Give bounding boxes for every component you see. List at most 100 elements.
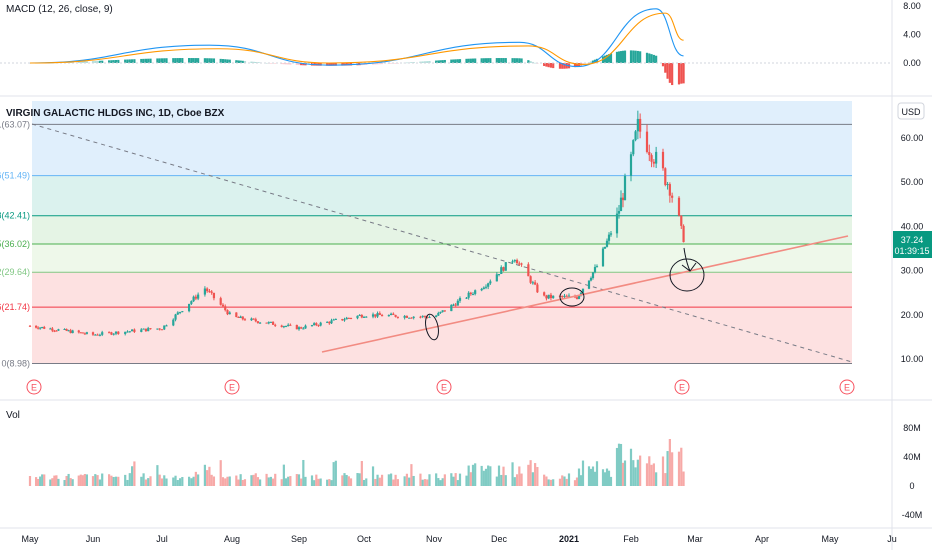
annotation-arrow-shaft[interactable] [683,247,691,272]
macd-hist-bar [471,58,475,63]
volume-bar [254,473,257,486]
macd-hist-bar [389,63,393,64]
candle-body [495,274,498,282]
annotation-ellipse-mar[interactable] [669,258,705,292]
macd-hist-bar [561,63,564,69]
currency-button[interactable] [897,102,925,120]
candle-body [591,272,595,278]
annotation-ellipse-jan[interactable] [559,287,585,307]
volume-bar [408,477,411,486]
candle-body [144,328,147,332]
candle-body [489,281,492,284]
candle-body [282,326,285,328]
macd-hist-bar [410,62,413,63]
macd-hist-bar [575,63,579,67]
candle-body [435,315,438,318]
macd-hist-bar [441,60,444,63]
macd-hist-bar [343,63,346,66]
annotation-arrow-head[interactable] [681,262,697,272]
volume-bar [326,479,329,486]
candle-body [465,297,468,299]
macd-hist-bar [623,50,627,63]
volume-bar [110,475,113,486]
fib-label: 0.382(29.64) [0,267,30,277]
volume-bar [343,473,346,486]
dashed-trendline[interactable] [31,123,853,363]
price-axis-tick: 20.00 [901,310,924,320]
candle-body [484,286,488,288]
volume-bar [365,478,368,486]
volume-bar [51,478,54,486]
candle-body [362,316,366,318]
time-axis-label: Jun [86,534,101,544]
candle-body [267,322,270,324]
macd-hist-bar [221,59,225,63]
candle-body [83,333,86,335]
macd-hist-bar [144,58,147,63]
macd-hist-bar [495,58,498,63]
earnings-marker-label: E [844,383,850,393]
macd-hist-bar [284,63,288,65]
candle-body [237,316,240,318]
candle-body [174,314,177,320]
symbol-title: VIRGIN GALACTIC HLDGS INC, 1D, Cboe BZX [6,108,225,119]
macd-hist-bar [677,63,681,85]
macd-hist-bar [513,58,516,63]
macd-hist-bar [394,63,397,64]
volume-bar [412,475,415,486]
candle-body [636,118,639,132]
fib-retracement[interactable]: 1(63.07) 0.786(51.49) 0.618(42.41) 0.5(36.0… [0,101,852,369]
volume-bar [267,477,270,486]
macd-hist-bar [543,63,546,66]
candle-body [284,325,288,327]
volume-bar [661,456,665,486]
candle-body [595,266,599,268]
candle-body [43,326,46,329]
candle-body [172,319,175,326]
volume-bar [511,462,514,486]
candle-body [467,292,470,298]
fib-band [32,307,852,364]
volume-axis-tick: 40M [903,452,921,462]
candle-body [235,312,238,317]
candle-body [639,118,642,132]
time-axis-label: Oct [357,534,372,544]
candle-body [371,314,375,317]
candle-body [197,294,200,299]
candle-body [458,298,462,301]
volume-bar [450,473,453,486]
candle-body [504,262,507,271]
candle-body [265,322,268,324]
volume-bar [515,474,519,486]
macd-hist-bar [648,53,651,63]
candle-body [310,325,314,327]
candle-body [474,290,477,294]
candle-body [206,288,209,292]
macd-hist-bar [371,63,375,65]
candle-body [124,331,127,334]
candle-body [208,291,211,293]
macd-hist-bar [378,63,381,65]
time-axis-label: Aug [224,534,240,544]
candle-body [511,261,514,263]
volume-bar [112,476,115,486]
volume-bar [435,473,438,486]
macd-hist-bar [452,59,455,63]
macd-hist-bar [241,60,244,63]
time-axis: May Jun Jul Aug Sep Oct Nov Dec 2021 Feb Mar Apr May… [21,534,896,544]
volume-bar [128,473,131,486]
candle-body [682,225,685,243]
annotation-ellipse-nov[interactable] [423,313,440,341]
macd-hist-bar [671,63,674,86]
price-axis-tick: 30.00 [901,266,924,276]
rising-trendline[interactable] [321,235,849,353]
macd-histogram [0,50,892,86]
volume-bar [250,475,253,486]
volume-bar [378,477,381,486]
macd-hist-bar [376,63,379,65]
candle-body [392,313,395,315]
candle-body [581,288,585,293]
volume-bar [668,438,671,486]
